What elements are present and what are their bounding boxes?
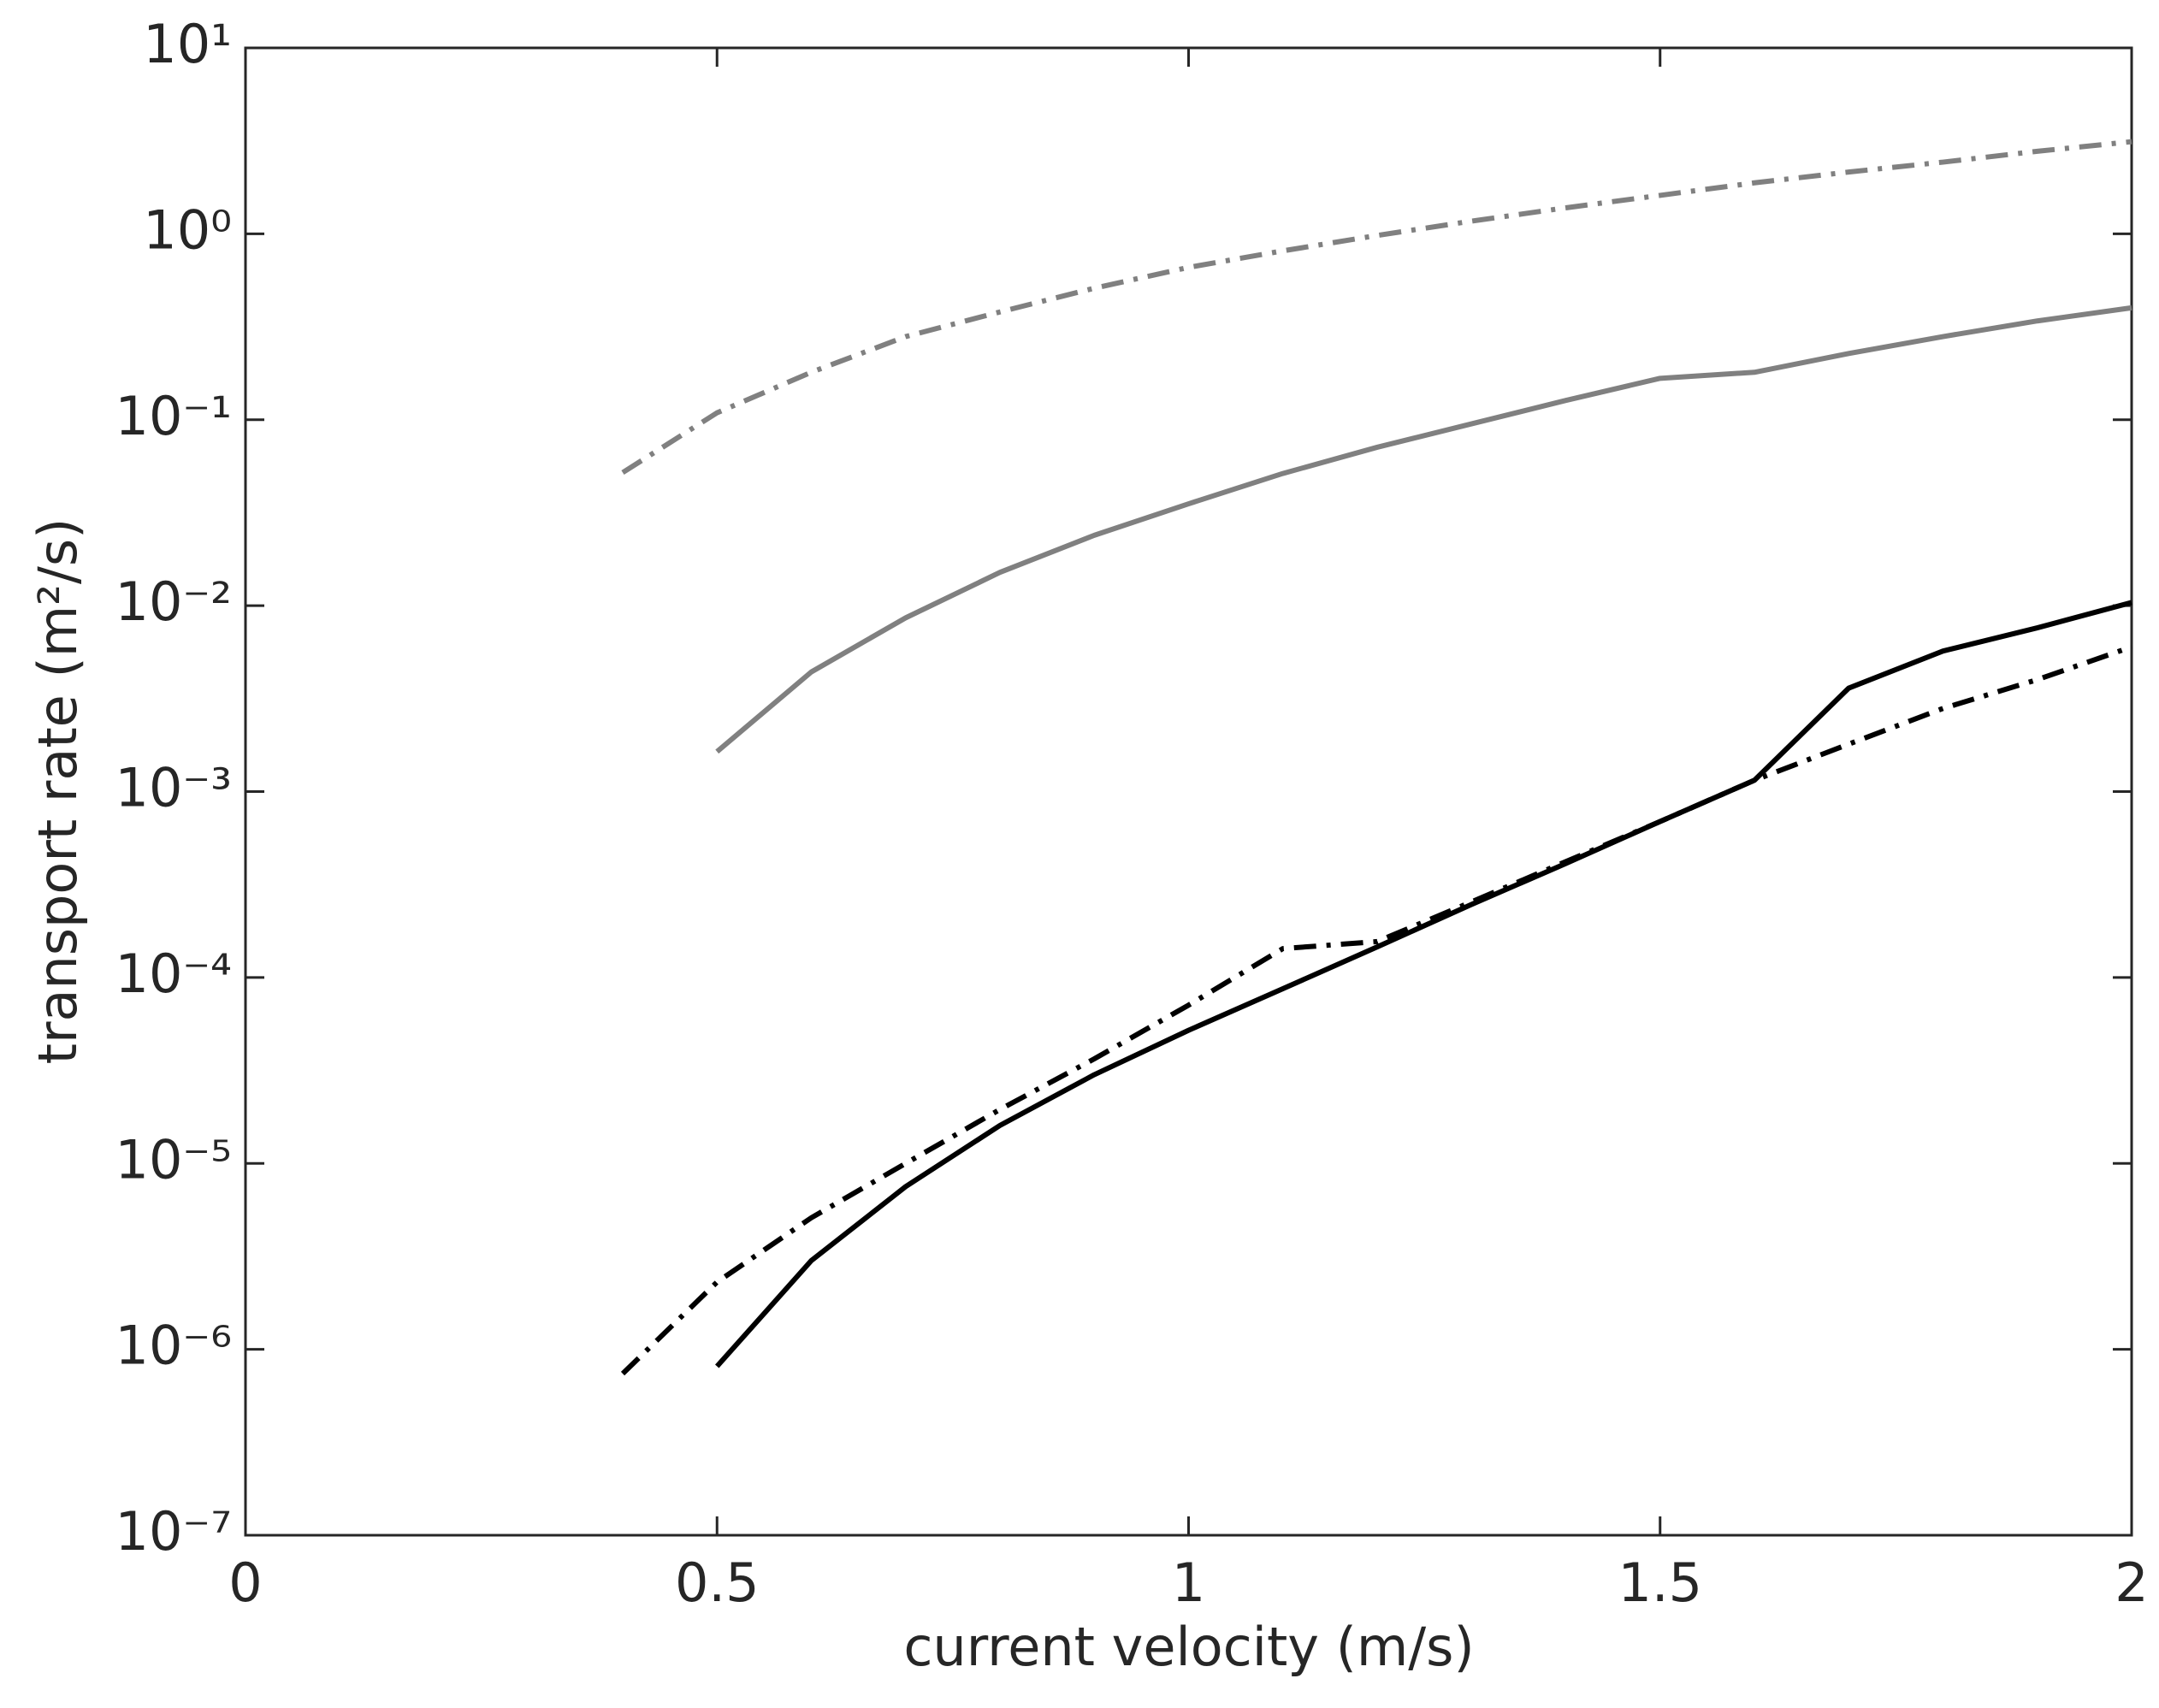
- x-tick-label: 1: [1172, 1551, 1205, 1614]
- x-tick-label: 2: [2115, 1551, 2148, 1614]
- data-line: [715, 304, 2132, 754]
- x-tick-label: 1.5: [1618, 1551, 1702, 1614]
- y-tick-label: 10⁻⁷: [115, 1500, 232, 1563]
- plot-frame: [244, 46, 2133, 1537]
- y-tick-label: 10⁻⁵: [115, 1128, 232, 1191]
- y-tick-label: 10⁰: [143, 198, 232, 261]
- y-tick-label: 10⁻⁶: [115, 1315, 232, 1377]
- y-tick-label: 10⁻²: [115, 570, 232, 633]
- y-axis-label: transport rate (m²/s): [27, 518, 89, 1065]
- y-tick-label: 10⁻³: [115, 757, 232, 819]
- data-line: [621, 139, 2132, 476]
- x-tick-label: 0: [228, 1551, 262, 1614]
- data-line: [620, 644, 2132, 1376]
- x-axis-label: current velocity (m/s): [903, 1616, 1474, 1678]
- y-tick-label: 10⁻⁴: [115, 943, 232, 1005]
- x-tick-label: 0.5: [675, 1551, 760, 1614]
- y-tick-label: 10⁻¹: [115, 385, 232, 447]
- data-line: [715, 600, 2132, 1368]
- y-tick-label: 10¹: [143, 13, 232, 75]
